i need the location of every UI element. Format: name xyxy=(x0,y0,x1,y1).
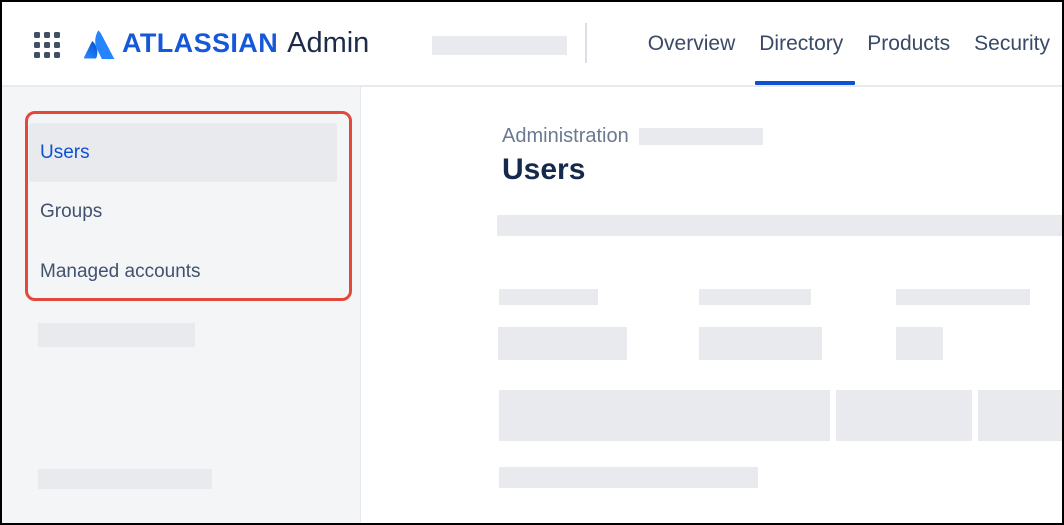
content-placeholder-row xyxy=(978,390,1062,441)
breadcrumb-administration-link[interactable]: Administration xyxy=(502,125,629,147)
page-title: Users xyxy=(502,153,586,186)
sidebar-item-groups[interactable]: Groups xyxy=(40,201,103,222)
nav-tab-security[interactable]: Security xyxy=(974,31,1050,55)
content-placeholder-field xyxy=(699,327,822,360)
content-placeholder-label xyxy=(896,289,1030,305)
header-nav: Overview Directory Products Security xyxy=(636,2,1062,85)
body-row: Users Groups Managed accounts Administra… xyxy=(2,87,1062,523)
content-placeholder-label xyxy=(499,289,598,305)
main-content: Administration Users xyxy=(361,87,1062,523)
nav-tab-products[interactable]: Products xyxy=(867,31,951,55)
atlassian-admin-home-link[interactable]: ATLASSIAN Admin xyxy=(84,2,369,85)
breadcrumb-placeholder-block xyxy=(638,128,763,145)
sidebar: Users Groups Managed accounts xyxy=(2,87,361,523)
sidebar-item-users[interactable]: Users xyxy=(29,123,337,182)
sidebar-item-managed-accounts[interactable]: Managed accounts xyxy=(40,260,201,282)
admin-product-label: Admin xyxy=(287,27,370,59)
header-placeholder-block xyxy=(432,36,567,55)
sidebar-placeholder-block xyxy=(38,323,195,347)
content-placeholder-label xyxy=(699,289,811,305)
content-placeholder-footer xyxy=(499,467,758,488)
nav-tab-directory[interactable]: Directory xyxy=(747,2,856,85)
app-switcher-button[interactable] xyxy=(33,31,61,59)
breadcrumb: Administration xyxy=(502,125,763,148)
nav-tab-overview[interactable]: Overview xyxy=(647,31,736,55)
content-placeholder-row xyxy=(836,390,972,441)
content-placeholder-bar xyxy=(497,215,1062,236)
content-placeholder-row xyxy=(499,390,830,441)
content-placeholder-field xyxy=(896,327,943,360)
header-divider xyxy=(585,23,587,63)
top-header: ATLASSIAN Admin Overview Directory Produ… xyxy=(2,2,1062,87)
atlassian-wordmark: ATLASSIAN xyxy=(122,28,279,58)
content-placeholder-field xyxy=(498,327,627,360)
sidebar-placeholder-block xyxy=(38,469,212,489)
app-grid-icon xyxy=(34,32,60,58)
atlassian-logo-icon xyxy=(84,30,115,59)
